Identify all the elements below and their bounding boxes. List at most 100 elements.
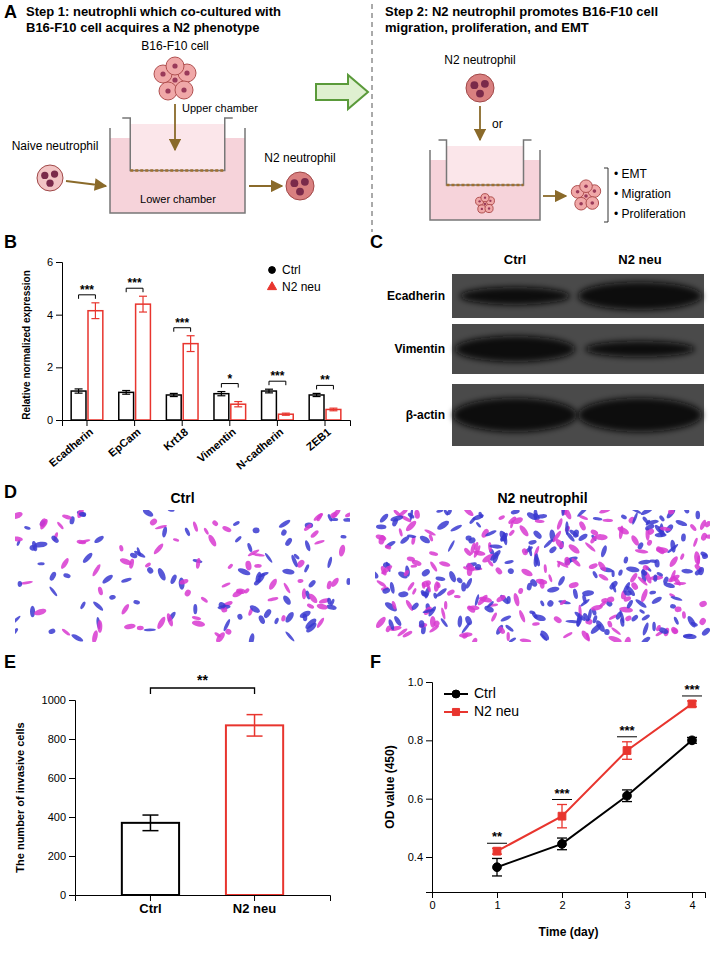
cell-blob xyxy=(144,562,151,569)
cell-blob xyxy=(592,615,598,624)
cell-blob xyxy=(252,553,265,557)
image-title: Ctrl xyxy=(170,490,194,506)
cell-blob xyxy=(33,608,47,617)
cell-blob xyxy=(673,616,680,625)
nucleus xyxy=(41,172,48,179)
cell-blob xyxy=(543,564,547,573)
cell-blob xyxy=(375,533,387,541)
tick-label: EpCam xyxy=(106,425,143,459)
cell-blob xyxy=(597,560,608,572)
sig-label: *** xyxy=(270,369,284,383)
cell-blob xyxy=(604,629,610,635)
cell-blob xyxy=(547,586,560,594)
tick: N2 neu xyxy=(233,895,276,916)
cell-blob xyxy=(15,615,21,626)
cell-blob xyxy=(303,523,313,532)
cell-icon xyxy=(166,57,184,75)
cell-blob xyxy=(120,603,130,616)
cell-blob xyxy=(424,528,437,536)
cell-blob xyxy=(608,634,623,642)
nucleus xyxy=(484,203,486,205)
cell-blob xyxy=(651,595,663,605)
label: N2 neutrophil xyxy=(264,151,335,165)
cell-blob xyxy=(578,520,587,531)
cell-blob xyxy=(278,518,292,529)
error-bar-line xyxy=(265,392,273,393)
cell-blob xyxy=(618,609,625,623)
tick: 0 xyxy=(60,889,75,901)
cell-blob xyxy=(419,534,432,545)
cell-blob xyxy=(184,527,191,537)
tick-label: Krt18 xyxy=(161,426,190,453)
insert xyxy=(122,118,233,171)
cell-blob xyxy=(528,539,537,545)
tick-mark xyxy=(69,817,75,818)
cell-blob xyxy=(670,626,680,635)
error-bar-line xyxy=(221,392,222,396)
sig-label: *** xyxy=(554,786,570,801)
cell-blob xyxy=(92,600,104,612)
blot-band xyxy=(578,398,702,432)
tick-label: 1 xyxy=(494,899,500,911)
cell-blob xyxy=(658,515,665,523)
cell-blob xyxy=(670,595,683,602)
panel-letter: B xyxy=(4,232,17,252)
cell-blob xyxy=(454,595,461,599)
cell-blob xyxy=(539,629,551,642)
error-bar-line xyxy=(75,393,83,394)
cell-blob xyxy=(568,581,579,589)
cell-blob xyxy=(641,614,651,622)
legend-marker xyxy=(452,708,459,715)
cell-blob xyxy=(463,566,472,572)
cell-blob xyxy=(448,570,458,583)
tick-label: ZEB1 xyxy=(304,426,333,453)
cell-blob xyxy=(222,618,231,631)
cell-blob xyxy=(420,589,428,597)
cell-blob xyxy=(461,632,469,639)
plot-area xyxy=(71,296,341,420)
cell-blob xyxy=(626,566,640,573)
cell-blob xyxy=(407,534,417,538)
legend-marker xyxy=(452,690,460,698)
cell-blob xyxy=(398,528,403,537)
cell-blob xyxy=(393,615,403,627)
cell-blob xyxy=(407,512,415,520)
panel-c: CtrlN2 neuEcadherinVimentinβ-actin xyxy=(387,252,704,446)
cell-blob xyxy=(346,578,350,585)
label: • Migration xyxy=(614,187,671,201)
bar xyxy=(226,725,283,895)
tick-label: 0.8 xyxy=(408,734,423,746)
cell-blob xyxy=(631,512,638,525)
cell-blob xyxy=(610,626,621,636)
tick: 400 xyxy=(48,811,75,823)
cell-blob xyxy=(173,538,180,543)
cell-blob xyxy=(705,534,710,539)
cell-blob xyxy=(384,544,392,550)
tick-label: 0 xyxy=(429,899,435,911)
cell-blob xyxy=(15,511,24,521)
cell-blob xyxy=(39,518,50,531)
tick-label: 800 xyxy=(48,733,66,745)
cell-blob xyxy=(282,568,295,575)
cell-blob xyxy=(429,560,439,572)
cell-blob xyxy=(385,625,392,633)
cell-blob xyxy=(443,510,449,516)
cell-blob xyxy=(683,633,697,639)
error-bar xyxy=(170,393,178,396)
cell-blob xyxy=(626,599,634,609)
cell-blob xyxy=(119,545,124,552)
cell-blob xyxy=(543,538,554,549)
tick-mark xyxy=(69,778,75,779)
cell-blob xyxy=(192,615,202,620)
cell-blob xyxy=(142,510,155,518)
cell-blob xyxy=(30,606,35,618)
error-bar-line xyxy=(142,814,158,816)
error-bar xyxy=(557,805,567,828)
point xyxy=(493,863,502,872)
cell-blob xyxy=(640,635,652,642)
cell-blob xyxy=(427,605,437,617)
cell-blob xyxy=(403,569,410,577)
cell-blob xyxy=(101,573,114,585)
cell-blob xyxy=(698,600,707,608)
cell-blob xyxy=(556,518,564,531)
